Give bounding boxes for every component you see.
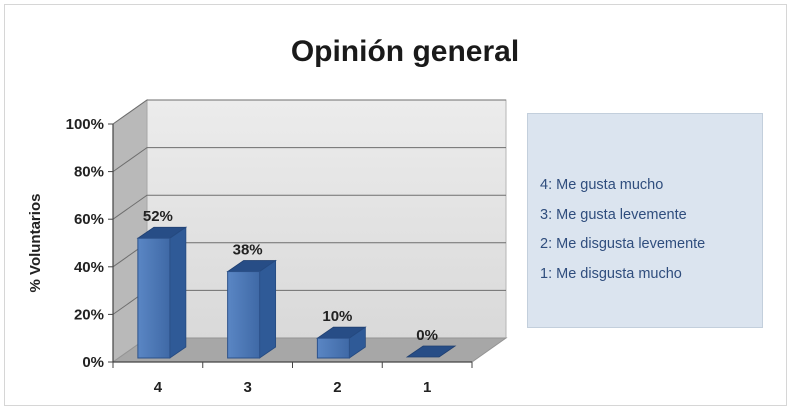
legend: 4: Me gusta mucho 3: Me gusta levemente 2:… [527, 113, 763, 328]
bar-1 [405, 345, 457, 358]
data-label: 10% [322, 308, 352, 325]
gridline [112, 194, 506, 220]
y-tick-label: 0% [82, 354, 104, 371]
x-tick-label: 1 [423, 379, 431, 396]
chart-title: Opinión general [291, 35, 519, 68]
legend-entry: 4: Me gusta mucho [540, 177, 664, 193]
x-tick-label: 2 [333, 379, 341, 396]
bar-2 [316, 326, 367, 359]
back-wall [146, 99, 507, 339]
y-tick-label: 100% [66, 116, 104, 133]
y-tick-label: 60% [74, 211, 104, 228]
data-label: 0% [416, 327, 438, 344]
legend-entry: 1: Me disgusta mucho [540, 265, 682, 282]
legend-entry: 2: Me disgusta levemente [540, 236, 706, 252]
y-tick-label: 40% [74, 259, 104, 276]
bar-front-face [227, 271, 261, 359]
legend-entry: 3: Me gusta levemente [540, 206, 687, 223]
legend-list: 4: Me gusta mucho 3: Me gusta levemente 2:… [540, 171, 705, 289]
bar-front-face [316, 337, 350, 359]
x-tick-label: 3 [243, 379, 251, 396]
bar-side-face [169, 226, 187, 359]
bar-top-face [405, 345, 457, 358]
bar-front-face [137, 237, 171, 359]
x-tick-label: 4 [154, 379, 163, 396]
gridline [112, 99, 506, 125]
data-label: 52% [143, 208, 173, 225]
plot-area: 0%20%40%60%80%100%52%438%310%20%1 [66, 99, 508, 396]
gridline [112, 147, 506, 173]
bar-3 [226, 259, 277, 359]
data-label: 38% [233, 242, 263, 259]
y-tick-label: 80% [74, 164, 104, 181]
bar-side-face [259, 259, 277, 359]
y-axis-label: % Voluntarios [27, 194, 44, 293]
y-tick-label: 20% [74, 306, 104, 323]
bar-4 [136, 226, 188, 359]
